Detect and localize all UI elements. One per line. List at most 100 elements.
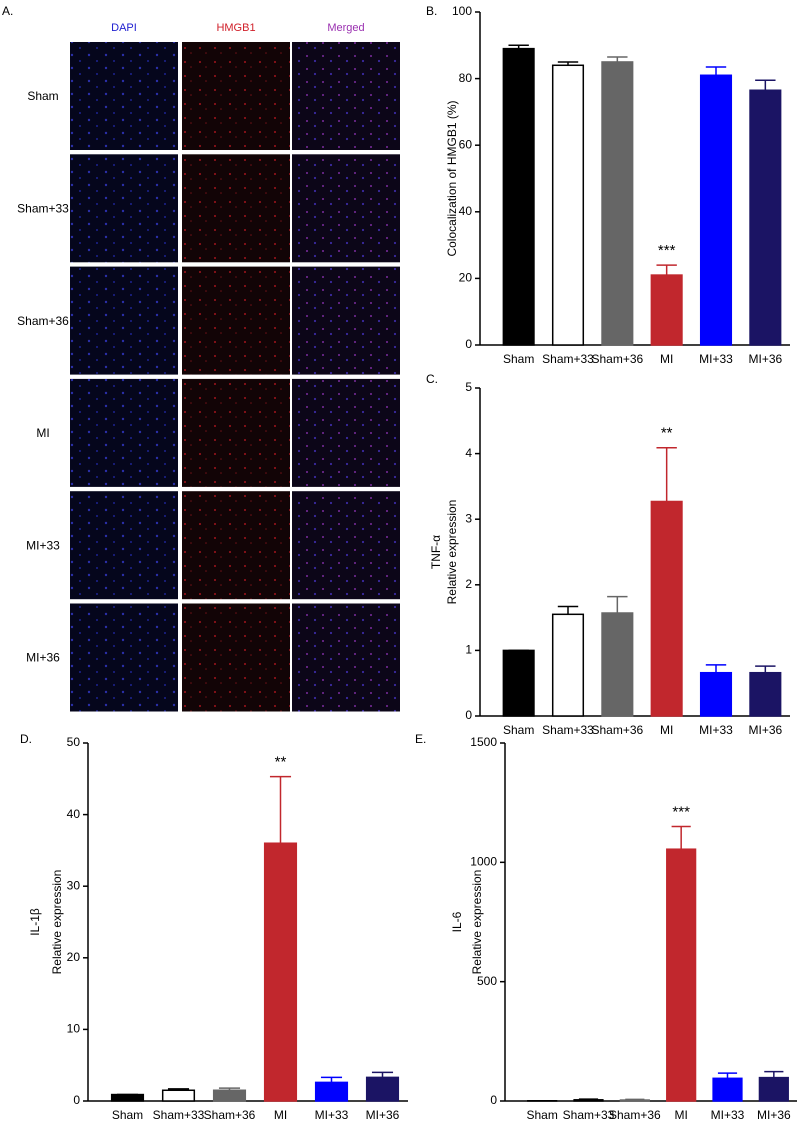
y-tick-label: 40 xyxy=(67,807,81,821)
column-label: Merged xyxy=(327,22,364,34)
micrograph xyxy=(70,42,178,150)
x-tick-label: MI+33 xyxy=(711,1108,745,1122)
x-tick-label: Sham+33 xyxy=(563,1108,615,1122)
micrograph xyxy=(182,266,290,375)
bar xyxy=(650,500,683,717)
bar xyxy=(749,671,782,717)
y-tick-label: 20 xyxy=(67,950,81,964)
micrograph xyxy=(292,42,400,150)
bar xyxy=(749,89,782,346)
x-tick-label: Sham xyxy=(526,1108,557,1122)
y-tick-label: 10 xyxy=(67,1022,81,1036)
bar xyxy=(502,649,535,717)
significance: ** xyxy=(661,425,673,442)
bar xyxy=(601,612,634,717)
column-label: HMGB1 xyxy=(216,22,255,34)
x-tick-label: Sham+33 xyxy=(542,352,594,366)
x-tick-label: Sham+36 xyxy=(204,1108,256,1122)
bar xyxy=(314,1081,349,1102)
y-axis-label: Colocalization of HMGB1 (%) xyxy=(445,100,459,256)
micrograph xyxy=(182,42,290,150)
micrograph xyxy=(70,266,178,375)
significance: *** xyxy=(658,242,676,259)
row-label: MI+33 xyxy=(26,538,60,552)
y-tick-label: 0 xyxy=(465,337,472,351)
x-tick-label: MI+33 xyxy=(699,723,733,737)
y-axis-label: IL-1β xyxy=(28,908,42,936)
y-tick-label: 500 xyxy=(477,974,497,988)
y-axis-label: IL-6 xyxy=(450,911,464,932)
y-tick-label: 1500 xyxy=(470,735,497,749)
x-tick-label: Sham+36 xyxy=(591,723,643,737)
micrograph xyxy=(182,491,290,600)
panel-label: A. xyxy=(2,4,13,18)
bar xyxy=(212,1089,247,1102)
micrograph xyxy=(182,603,290,712)
x-tick-label: MI xyxy=(274,1108,287,1122)
panel-label: C. xyxy=(426,372,438,386)
bar xyxy=(365,1076,400,1102)
column-label: DAPI xyxy=(111,22,137,34)
x-tick-label: MI+36 xyxy=(757,1108,791,1122)
micrograph xyxy=(292,603,400,712)
panel-label: E. xyxy=(415,732,426,746)
significance: ** xyxy=(275,754,287,771)
x-tick-label: MI+36 xyxy=(748,352,782,366)
panel-label: B. xyxy=(426,4,437,18)
y-tick-label: 40 xyxy=(459,204,473,218)
bar xyxy=(551,64,585,346)
panel-label: D. xyxy=(20,732,32,746)
micrograph xyxy=(182,378,290,487)
y-axis-label: Relative expression xyxy=(470,870,484,975)
bar xyxy=(758,1076,789,1102)
y-axis-label: TNF-α xyxy=(429,535,443,569)
bar xyxy=(551,613,585,717)
x-tick-label: Sham xyxy=(503,723,534,737)
y-tick-label: 80 xyxy=(459,71,473,85)
bar xyxy=(650,274,683,346)
micrograph xyxy=(292,154,400,263)
x-tick-label: Sham xyxy=(503,352,534,366)
bar xyxy=(712,1077,743,1102)
row-label: Sham xyxy=(27,89,58,103)
micrograph xyxy=(70,154,178,263)
bar xyxy=(110,1093,145,1102)
y-tick-label: 1 xyxy=(465,643,472,657)
micrograph xyxy=(70,378,178,487)
x-tick-label: MI+36 xyxy=(366,1108,400,1122)
micrograph xyxy=(292,491,400,600)
x-tick-label: MI+33 xyxy=(699,352,733,366)
x-tick-label: Sham+33 xyxy=(542,723,594,737)
x-tick-label: Sham+33 xyxy=(153,1108,205,1122)
row-label: Sham+33 xyxy=(17,201,69,215)
x-tick-label: MI xyxy=(660,723,673,737)
row-label: Sham+36 xyxy=(17,314,69,328)
y-tick-label: 5 xyxy=(465,380,472,394)
bar xyxy=(666,848,697,1102)
y-tick-label: 50 xyxy=(67,735,81,749)
y-tick-label: 60 xyxy=(459,137,473,151)
micrograph xyxy=(292,378,400,487)
y-tick-label: 2 xyxy=(465,577,472,591)
row-label: MI+36 xyxy=(26,651,60,665)
bar xyxy=(263,842,298,1102)
bar xyxy=(161,1089,196,1102)
y-tick-label: 3 xyxy=(465,511,472,525)
y-tick-label: 0 xyxy=(73,1093,80,1107)
micrograph xyxy=(292,266,400,375)
micrograph xyxy=(70,603,178,712)
x-tick-label: MI+36 xyxy=(748,723,782,737)
y-axis-label: Relative expression xyxy=(445,500,459,605)
micrograph xyxy=(70,491,178,600)
bar xyxy=(573,1099,604,1102)
y-tick-label: 100 xyxy=(452,4,472,18)
x-tick-label: MI xyxy=(674,1108,687,1122)
y-axis-label: Relative expression xyxy=(50,870,64,975)
bar xyxy=(619,1099,650,1102)
x-tick-label: Sham+36 xyxy=(591,352,643,366)
row-label: MI xyxy=(36,426,49,440)
bar xyxy=(699,74,733,346)
x-tick-label: MI xyxy=(660,352,673,366)
